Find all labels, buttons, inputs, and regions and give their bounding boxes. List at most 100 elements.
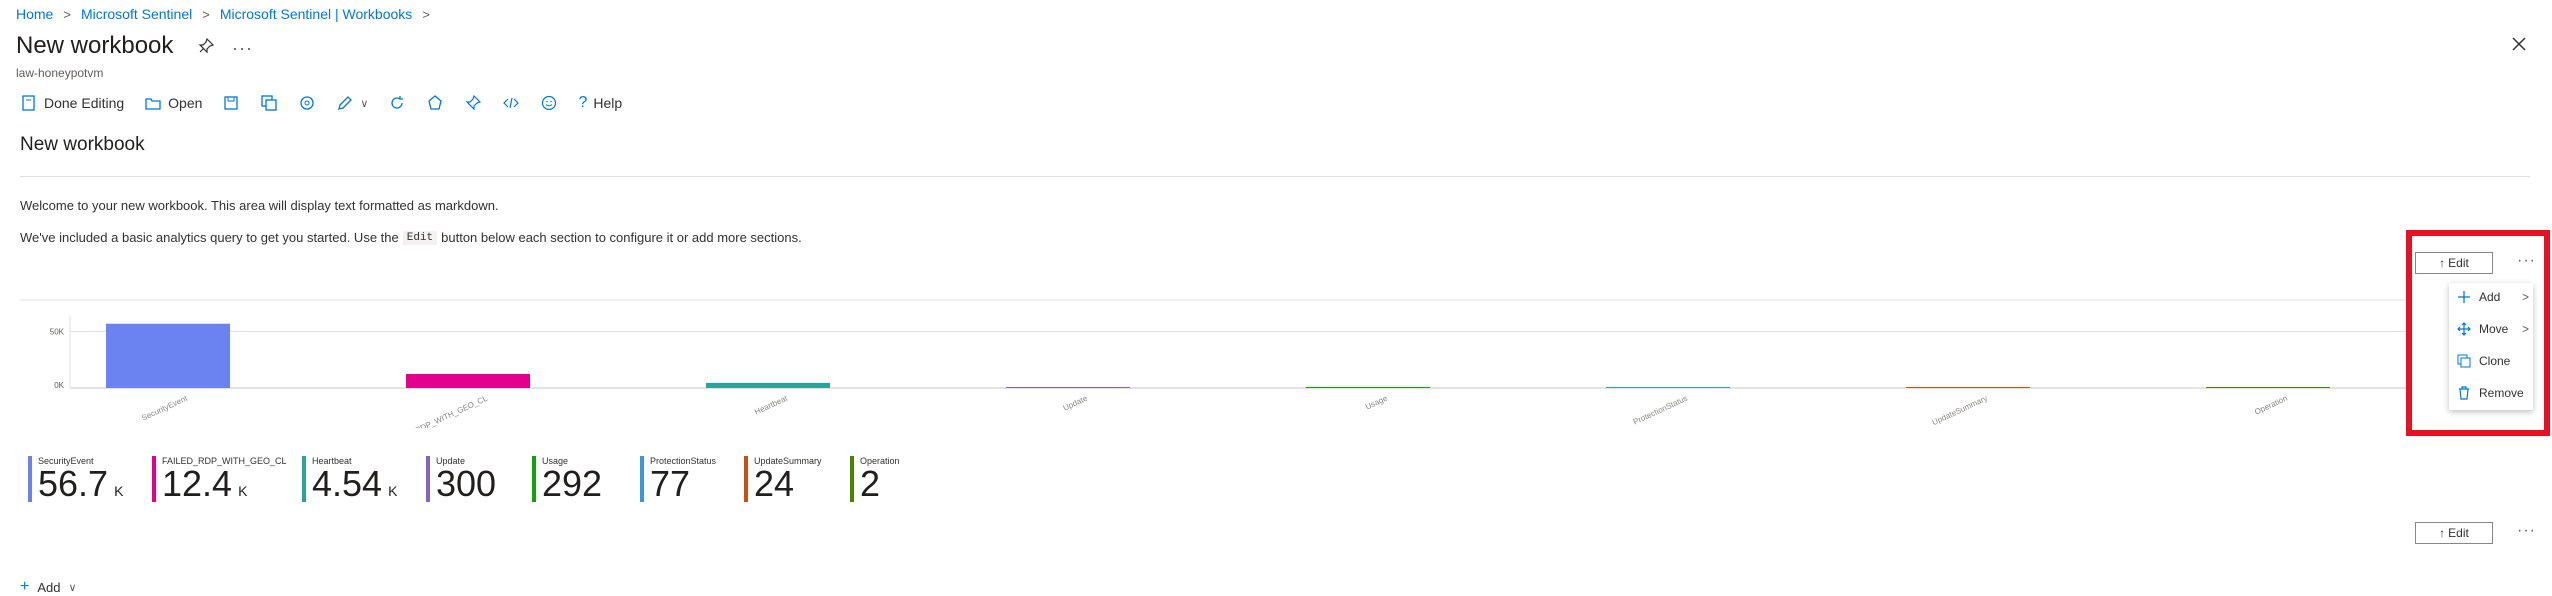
tile-unit: K [388, 483, 398, 499]
more-icon[interactable]: ··· [232, 38, 253, 58]
edit-label: Edit [2448, 256, 2469, 270]
question-icon: ? [578, 94, 588, 111]
tile-value: 24 [754, 466, 794, 502]
tile-value: 292 [542, 466, 602, 502]
pin-icon[interactable] [198, 37, 215, 59]
bar-operation[interactable] [2206, 387, 2330, 388]
tile-number: 24 [754, 463, 795, 504]
divider [20, 176, 2530, 177]
breadcrumb-workbooks[interactable]: Microsoft Sentinel | Workbooks [219, 6, 413, 22]
auto-refresh-button[interactable] [426, 94, 444, 112]
menu-move-label: Move [2479, 322, 2509, 336]
breadcrumb-sentinel[interactable]: Microsoft Sentinel [80, 6, 193, 22]
tile-number: 77 [650, 463, 691, 504]
plus-icon [2457, 290, 2471, 304]
markdown-paragraph-2: We've included a basic analytics query t… [20, 230, 802, 245]
open-label: Open [168, 95, 203, 111]
tile-value: 4.54 K [312, 466, 397, 509]
page-title: New workbook [16, 32, 174, 59]
tile-label: Update [436, 456, 466, 466]
section-edit-button[interactable]: ↑ Edit [2415, 252, 2493, 274]
bar-failed-rdp-with-geo-cl[interactable] [406, 373, 530, 388]
settings-button[interactable] [298, 94, 316, 112]
plus-icon: + [20, 578, 30, 595]
tile-label: Heartbeat [312, 456, 352, 466]
menu-add-label: Add [2479, 290, 2501, 304]
done-editing-label: Done Editing [44, 95, 125, 111]
bar-update[interactable] [1006, 387, 1130, 388]
tile-label: Usage [542, 456, 569, 466]
tile-number: 4.54 [312, 463, 383, 504]
move-icon [2457, 322, 2471, 336]
tile-number: 292 [542, 463, 603, 504]
pin-button[interactable] [464, 94, 482, 112]
tile-color-bar [28, 456, 32, 502]
breadcrumb-home[interactable]: Home [16, 6, 54, 22]
tile-color-bar [302, 456, 306, 502]
shape-icon [426, 94, 444, 112]
trash-icon [2457, 386, 2471, 400]
book-icon [20, 94, 38, 112]
menu-item-add[interactable]: Add > [2449, 283, 2533, 311]
add-button[interactable]: + Add ∨ [20, 578, 77, 596]
chevron-down-icon[interactable]: ∨ [360, 97, 369, 110]
tile-color-bar [532, 456, 536, 502]
clone-icon [2457, 354, 2471, 368]
x-tick-label: ProtectionStatus [1632, 394, 1689, 427]
save-as-button[interactable] [260, 94, 278, 112]
tile-number: 56.7 [38, 463, 109, 504]
bar-usage[interactable] [1306, 387, 1430, 388]
code-icon [502, 94, 520, 112]
markdown-paragraph-1: Welcome to your new workbook. This area … [20, 198, 499, 213]
menu-remove-label: Remove [2479, 386, 2524, 400]
done-editing-button[interactable]: Done Editing [20, 94, 124, 112]
tile-label: FAILED_RDP_WITH_GEO_CL [162, 456, 287, 466]
section-edit-button-2[interactable]: ↑ Edit [2415, 522, 2493, 544]
arrow-up-icon: ↑ [2439, 526, 2446, 540]
save-button[interactable] [222, 94, 240, 112]
chevron-right-icon: > [422, 6, 430, 22]
x-tick-label: Heartbeat [753, 393, 789, 416]
bar-securityevent[interactable] [106, 323, 230, 388]
tile-unit: K [238, 483, 248, 499]
menu-item-remove[interactable]: Remove [2449, 379, 2533, 407]
tile-unit: K [114, 483, 124, 499]
bar-heartbeat[interactable] [706, 382, 830, 388]
close-icon[interactable] [2511, 36, 2527, 57]
para2-text-after: button below each section to configure i… [441, 230, 802, 245]
menu-clone-label: Clone [2479, 354, 2511, 368]
y-tick-label: 0K [54, 381, 64, 390]
help-label: Help [593, 95, 623, 111]
highlight-box [2406, 230, 2550, 436]
section-more-button-2[interactable]: ··· [2517, 522, 2536, 539]
breadcrumb: Home > Microsoft Sentinel > Microsoft Se… [16, 6, 430, 22]
help-button[interactable]: ? Help [578, 94, 622, 112]
bar-protectionstatus[interactable] [1606, 387, 1730, 388]
refresh-button[interactable] [388, 94, 406, 112]
tile-value: 77 [650, 466, 690, 502]
menu-item-move[interactable]: Move > [2449, 315, 2533, 343]
menu-item-clone[interactable]: Clone [2449, 347, 2533, 375]
tile-color-bar [744, 456, 748, 502]
section-more-button[interactable]: ··· [2517, 252, 2536, 269]
tile-color-bar [850, 456, 854, 502]
pin-icon [464, 94, 482, 112]
open-button[interactable]: Open [144, 94, 202, 112]
tile-label: UpdateSummary [754, 456, 822, 466]
y-tick-label: 50K [50, 327, 65, 336]
tile-color-bar [152, 456, 156, 502]
arrow-up-icon: ↑ [2439, 256, 2446, 270]
gear-icon [298, 94, 316, 112]
feedback-button[interactable] [540, 94, 558, 112]
chevron-down-icon: ∨ [68, 581, 77, 594]
x-tick-label: UpdateSummary [1931, 394, 1989, 428]
save-icon [222, 94, 240, 112]
x-tick-label: Update [1062, 393, 1090, 412]
edit-style-button[interactable]: ∨ [336, 94, 368, 112]
bar-updatesummary[interactable] [1906, 387, 2030, 388]
workbook-heading: New workbook [20, 134, 145, 155]
code-button[interactable] [502, 94, 520, 112]
tile-number: 12.4 [162, 463, 233, 504]
chevron-right-icon: > [2521, 322, 2529, 336]
tile-value: 56.7 K [38, 466, 123, 509]
